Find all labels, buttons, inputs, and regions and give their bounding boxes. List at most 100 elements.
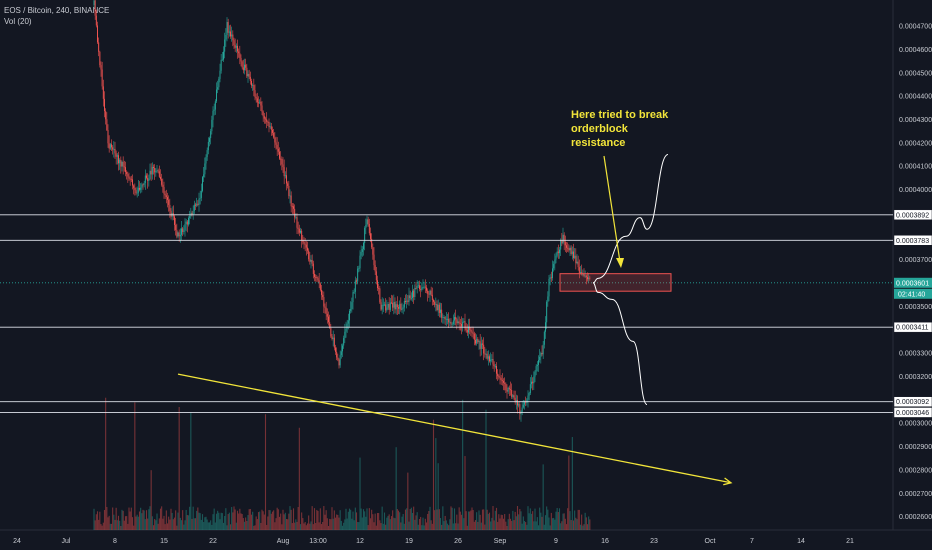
candle <box>585 275 587 278</box>
volume-bar <box>464 456 466 530</box>
volume-bar <box>247 515 249 530</box>
volume-bar <box>514 511 516 530</box>
candle <box>139 187 140 190</box>
candle <box>554 259 556 265</box>
volume-bar <box>434 510 436 530</box>
candle <box>233 40 235 46</box>
volume-bar <box>505 521 507 530</box>
volume-bar <box>306 523 309 530</box>
volume-bar <box>162 518 164 530</box>
volume-bar <box>500 514 502 530</box>
candle <box>240 57 242 62</box>
volume-bar <box>567 508 569 530</box>
volume-bar <box>564 518 566 530</box>
volume-bar <box>157 523 159 530</box>
price-tick-2: 0.0004600 <box>899 47 932 54</box>
candle <box>391 302 392 304</box>
volume-bar <box>571 437 573 530</box>
volume-bar <box>201 514 204 530</box>
volume-bar <box>263 514 265 530</box>
volume-bar <box>336 514 338 530</box>
volume-bar <box>458 507 460 530</box>
candle <box>238 51 240 54</box>
volume-bar <box>547 509 549 530</box>
candle <box>135 190 137 194</box>
volume-bar <box>331 507 333 530</box>
projection-bearish[interactable] <box>592 282 648 406</box>
volume-bar <box>472 510 474 530</box>
volume-bar <box>413 506 415 530</box>
candle <box>227 22 229 33</box>
candle <box>151 166 153 175</box>
volume-bar <box>260 522 262 530</box>
volume-indicator-label[interactable]: Vol (20) <box>4 17 32 26</box>
volume-bar <box>302 518 304 530</box>
volume-bar <box>511 520 513 530</box>
symbol-title[interactable]: EOS / Bitcoin, 240, BINANCE <box>4 6 110 15</box>
candle <box>435 304 437 305</box>
volume-bar <box>345 508 347 530</box>
volume-bar <box>532 511 534 530</box>
volume-bar <box>548 517 550 530</box>
projection-bullish[interactable] <box>592 154 669 284</box>
candle <box>353 291 355 293</box>
candle <box>541 352 543 355</box>
trendline[interactable] <box>177 373 732 484</box>
volume-bar <box>179 517 181 530</box>
annotation-line-3: resistance <box>571 137 625 149</box>
volume-bar <box>588 516 590 530</box>
volume-bar <box>298 427 300 530</box>
volume-bar <box>320 524 323 530</box>
volume-bar <box>184 520 186 530</box>
candle <box>422 286 424 288</box>
price-tick-17: 0.0002600 <box>899 514 932 521</box>
volume-bar <box>518 514 520 530</box>
volume-bar <box>199 513 201 530</box>
candle <box>457 321 459 324</box>
candle <box>298 228 300 233</box>
candle <box>562 234 564 244</box>
candle <box>142 184 144 186</box>
volume-bar <box>357 521 359 530</box>
candle <box>494 366 496 367</box>
volume-bar <box>585 517 587 530</box>
volume-bar <box>382 523 384 530</box>
candle <box>183 230 185 232</box>
volume-bar <box>225 508 227 530</box>
candle <box>409 295 411 299</box>
volume-bar <box>296 521 298 530</box>
candle <box>125 167 126 173</box>
volume-bar <box>170 508 172 530</box>
candle <box>128 176 130 179</box>
candle <box>347 320 349 324</box>
volume-bar <box>278 516 281 530</box>
volume-bar <box>94 520 96 530</box>
volume-bar <box>134 402 136 530</box>
volume-bar <box>407 472 409 530</box>
price-tick-3: 0.0004500 <box>899 70 932 77</box>
candle <box>576 261 578 264</box>
candle <box>396 304 398 308</box>
volume-bar <box>156 513 158 530</box>
volume-bar <box>343 522 345 530</box>
candle <box>365 224 367 228</box>
candle <box>161 178 163 185</box>
volume-bar <box>138 511 141 530</box>
candle <box>214 101 216 110</box>
volume-bar <box>176 525 178 530</box>
volume-bar <box>473 521 475 530</box>
volume-bar <box>558 508 561 530</box>
candle <box>269 126 271 128</box>
candle <box>234 45 236 48</box>
volume-bar <box>544 515 547 530</box>
volume-bar <box>535 521 537 530</box>
candle <box>291 206 293 208</box>
level-tag-label-2: 0.0003783 <box>896 238 929 245</box>
candle <box>331 336 333 339</box>
candle <box>367 219 369 224</box>
volume-bar <box>241 514 243 530</box>
candle <box>102 86 104 99</box>
volume-bar <box>108 515 110 530</box>
candle <box>375 271 377 281</box>
